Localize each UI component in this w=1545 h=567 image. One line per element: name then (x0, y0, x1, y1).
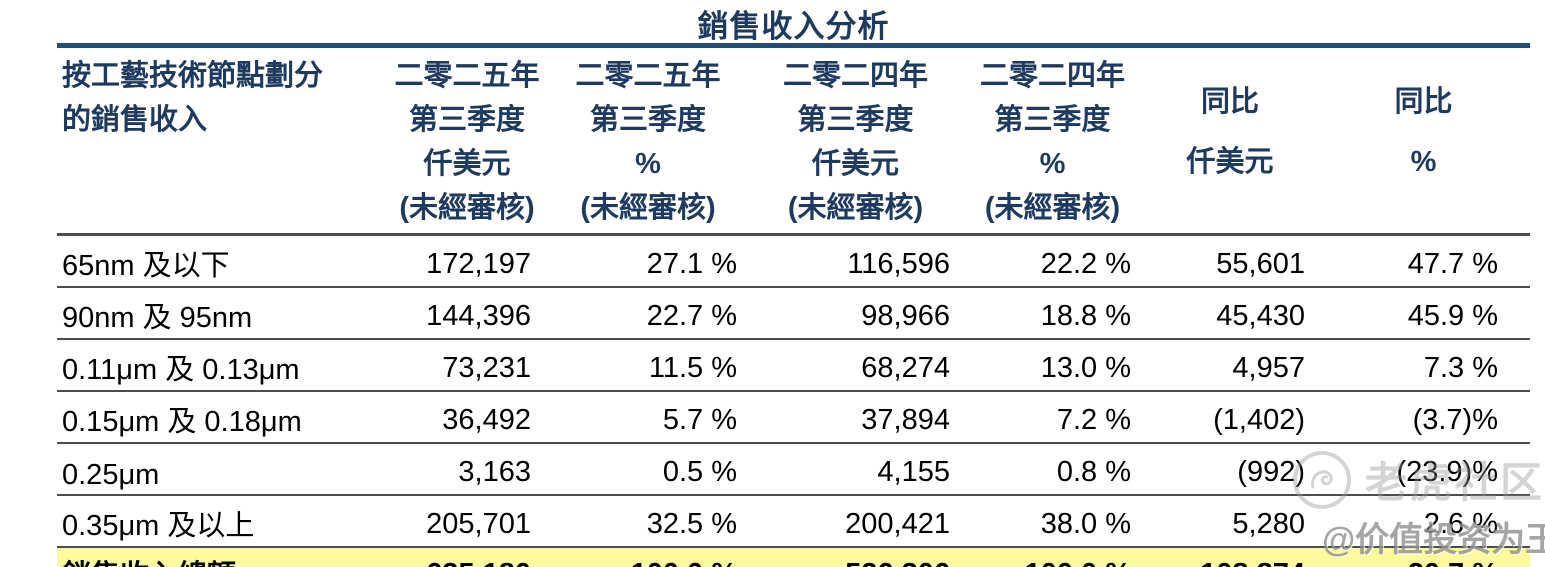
header-line: 二零二五年 (394, 60, 540, 92)
header-line: (未經審核) (787, 192, 924, 224)
cell-2024q3-pct: 0.8 % (962, 443, 1143, 496)
cell-2025q3-pct: 5.7 % (547, 391, 749, 444)
cell-yoy-usd: 4,957 (1143, 339, 1317, 392)
cell-2025q3-pct: 11.5 % (547, 339, 749, 392)
page-title: 銷售收入分析 (697, 9, 890, 44)
table-row-025um: 0.25μm 3,163 0.5 % 4,155 0.8 % (992) (23… (57, 443, 1530, 496)
header-line: (未經審核) (580, 192, 716, 224)
header-line: 仟美元 (811, 148, 899, 180)
header-line: 二零二四年 (979, 60, 1125, 92)
cell-2024q3-usd: 116,596 (749, 234, 962, 288)
table-row-011um-013um: 0.11μm 及 0.13μm 73,231 11.5 % 68,274 13.… (57, 339, 1530, 392)
cell-2025q3-pct: 32.5 % (547, 495, 749, 548)
header-line: 第三季度 (994, 104, 1111, 136)
cell-2025q3-usd: 36,492 (387, 391, 547, 444)
cell-yoy-pct: 7.3 % (1317, 339, 1530, 392)
table-row-65nm: 65nm 及以下 172,197 27.1 % 116,596 22.2 % 5… (57, 234, 1530, 288)
header-line: 的銷售收入 (62, 104, 208, 136)
cell-yoy-usd: (1,402) (1143, 391, 1317, 444)
row-label: 0.25μm (57, 443, 387, 496)
revenue-by-node-table: 按工藝技術節點劃分 的銷售收入 二零二五年 第三季度 仟美元 (未經審核) 二零… (57, 43, 1530, 567)
header-line: 仟美元 (1186, 146, 1274, 178)
cell-2025q3-usd: 172,197 (387, 234, 547, 288)
row-label: 0.15μm 及 0.18μm (57, 391, 387, 444)
cell-2024q3-pct: 38.0 % (962, 495, 1143, 548)
cell-yoy-usd: (992) (1143, 443, 1317, 496)
header-line: 按工藝技術節點劃分 (62, 60, 324, 92)
cell-yoy-pct: 45.9 % (1317, 287, 1530, 340)
header-line: % (1039, 148, 1066, 180)
cell-2024q3-usd: 200,421 (749, 495, 962, 548)
cell-2025q3-pct: 22.7 % (547, 287, 749, 340)
cell-yoy-usd: 45,430 (1143, 287, 1317, 340)
header-line: 第三季度 (589, 104, 706, 136)
table-row-90nm-95nm: 90nm 及 95nm 144,396 22.7 % 98,966 18.8 %… (57, 287, 1530, 340)
cell-2025q3-pct: 0.5 % (547, 443, 749, 496)
cell-yoy-usd: 55,601 (1143, 234, 1317, 288)
cell-yoy-usd: 5,280 (1143, 495, 1317, 548)
row-label: 0.35μm 及以上 (57, 495, 387, 548)
cell-2024q3-usd: 68,274 (749, 339, 962, 392)
total-row-label: 銷售收入總額 (57, 547, 387, 567)
column-header-yoy-pct: 同比 % (1317, 43, 1530, 236)
cell-2025q3-usd: 73,231 (387, 339, 547, 392)
total-yoy-usd: 108,874 (1143, 547, 1317, 567)
cell-2024q3-usd: 4,155 (749, 443, 962, 496)
header-line: 二零二五年 (575, 60, 721, 92)
column-header-process-node: 按工藝技術節點劃分 的銷售收入 (57, 43, 387, 236)
header-line: 二零二四年 (782, 60, 928, 92)
cell-2025q3-usd: 144,396 (387, 287, 547, 340)
cell-yoy-pct: (23.9)% (1317, 443, 1530, 496)
total-2024q3-pct: 100.0 % (962, 547, 1143, 567)
header-line: (未經審核) (399, 192, 535, 224)
cell-2024q3-usd: 37,894 (749, 391, 962, 444)
header-line: 第三季度 (797, 104, 914, 136)
cell-yoy-pct: 47.7 % (1317, 234, 1530, 288)
cell-2025q3-pct: 27.1 % (547, 234, 749, 288)
column-header-yoy-usd: 同比 仟美元 (1143, 43, 1317, 236)
row-label: 65nm 及以下 (57, 234, 387, 288)
table-row-035um-above: 0.35μm 及以上 205,701 32.5 % 200,421 38.0 %… (57, 495, 1530, 548)
table-row-total: 銷售收入總額 635,180 100.0 % 526,306 100.0 % 1… (57, 547, 1530, 567)
header-row: 按工藝技術節點劃分 的銷售收入 二零二五年 第三季度 仟美元 (未經審核) 二零… (57, 43, 1530, 236)
header-line: 仟美元 (423, 148, 511, 180)
total-2025q3-usd: 635,180 (387, 547, 547, 567)
header-line: % (635, 148, 661, 180)
cell-2024q3-pct: 7.2 % (962, 391, 1143, 444)
header-line: 同比 (1394, 86, 1453, 118)
total-2024q3-usd: 526,306 (749, 547, 962, 567)
total-yoy-pct: 20.7 % (1317, 547, 1530, 567)
cell-yoy-pct: 2.6 % (1317, 495, 1530, 548)
cell-2025q3-usd: 205,701 (387, 495, 547, 548)
column-header-2024q3-usd: 二零二四年 第三季度 仟美元 (未經審核) (749, 43, 962, 236)
cell-2024q3-pct: 13.0 % (962, 339, 1143, 392)
header-line: % (1410, 146, 1437, 178)
cell-2025q3-usd: 3,163 (387, 443, 547, 496)
cell-2024q3-pct: 18.8 % (962, 287, 1143, 340)
column-header-2025q3-usd: 二零二五年 第三季度 仟美元 (未經審核) (387, 43, 547, 236)
header-line: 同比 (1200, 86, 1259, 118)
total-2025q3-pct: 100.0 % (547, 547, 749, 567)
row-label: 90nm 及 95nm (57, 287, 387, 340)
cell-yoy-pct: (3.7)% (1317, 391, 1530, 444)
column-header-2024q3-pct: 二零二四年 第三季度 % (未經審核) (962, 43, 1143, 236)
header-line: 第三季度 (408, 104, 525, 136)
cell-2024q3-usd: 98,966 (749, 287, 962, 340)
row-label: 0.11μm 及 0.13μm (57, 339, 387, 392)
revenue-table: 按工藝技術節點劃分 的銷售收入 二零二五年 第三季度 仟美元 (未經審核) 二零… (57, 43, 1530, 567)
column-header-2025q3-pct: 二零二五年 第三季度 % (未經審核) (547, 43, 749, 236)
header-line: (未經審核) (984, 192, 1121, 224)
cell-2024q3-pct: 22.2 % (962, 234, 1143, 288)
table-row-015um-018um: 0.15μm 及 0.18μm 36,492 5.7 % 37,894 7.2 … (57, 391, 1530, 444)
